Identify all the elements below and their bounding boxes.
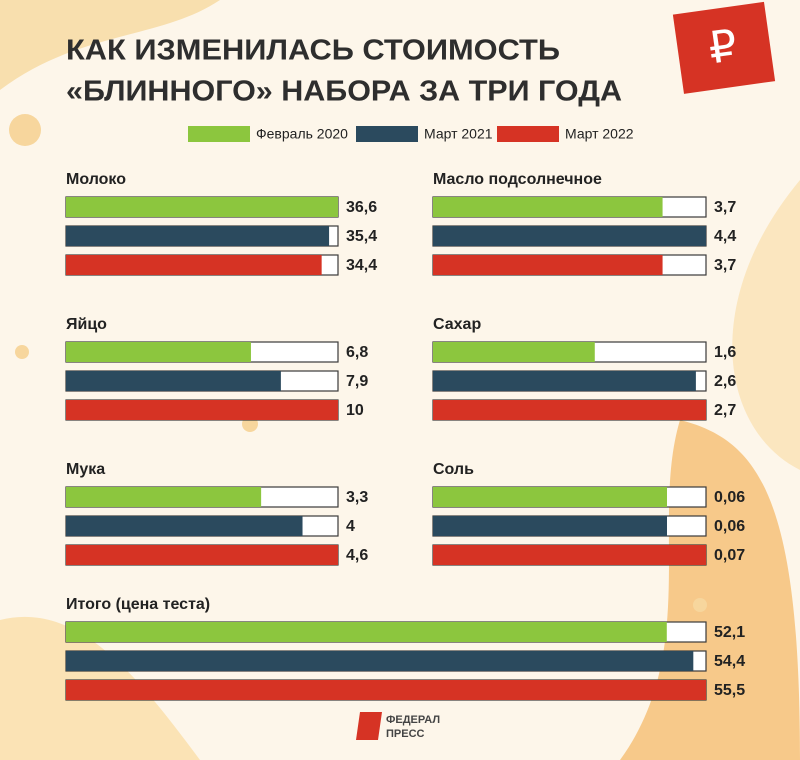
legend-swatch xyxy=(356,126,418,142)
title-line: КАК ИЗМЕНИЛАСЬ СТОИМОСТЬ xyxy=(66,35,560,67)
legend-label: Февраль 2020 xyxy=(256,126,348,142)
legend-swatch xyxy=(188,126,250,142)
value-label: 34,4 xyxy=(346,257,377,274)
ruble-sign: ₽ xyxy=(706,21,741,73)
bar xyxy=(433,545,706,565)
value-label: 36,6 xyxy=(346,199,377,216)
legend-label: Март 2021 xyxy=(424,126,493,142)
legend-label: Март 2022 xyxy=(565,126,634,142)
value-label: 0,06 xyxy=(714,518,745,535)
bar xyxy=(433,516,667,536)
bar xyxy=(66,516,303,536)
decor xyxy=(9,114,41,146)
value-label: 0,07 xyxy=(714,547,745,564)
value-label: 55,5 xyxy=(714,682,745,699)
bar xyxy=(66,255,322,275)
decor xyxy=(620,420,800,760)
bar xyxy=(66,622,667,642)
value-label: 3,7 xyxy=(714,199,736,216)
decor xyxy=(0,0,220,90)
panel-title: Мука xyxy=(66,461,105,478)
value-label: 4,4 xyxy=(714,228,736,245)
bar xyxy=(66,371,281,391)
logo-mark xyxy=(356,712,382,740)
value-label: 10 xyxy=(346,402,364,419)
bar xyxy=(66,400,338,420)
bar xyxy=(66,651,694,671)
bar xyxy=(66,487,262,507)
bar xyxy=(433,342,595,362)
value-label: 2,6 xyxy=(714,373,736,390)
decor xyxy=(693,598,707,612)
panel-title: Сахар xyxy=(433,316,481,333)
decor xyxy=(732,180,800,470)
bar xyxy=(433,197,663,217)
value-label: 6,8 xyxy=(346,344,368,361)
panel-title: Соль xyxy=(433,461,474,478)
value-label: 1,6 xyxy=(714,344,736,361)
panel-title: Итого (цена теста) xyxy=(66,596,210,613)
bar xyxy=(433,371,696,391)
value-label: 2,7 xyxy=(714,402,736,419)
value-label: 3,7 xyxy=(714,257,736,274)
badge: ₽ xyxy=(672,1,776,94)
bar xyxy=(66,680,706,700)
logo-text: ПРЕСС xyxy=(386,728,425,740)
value-label: 7,9 xyxy=(346,373,368,390)
value-label: 3,3 xyxy=(346,489,368,506)
value-label: 35,4 xyxy=(346,228,377,245)
title-line: «БЛИННОГО» НАБОРА ЗА ТРИ ГОДА xyxy=(66,76,622,108)
bar xyxy=(66,226,330,246)
badge-box xyxy=(672,1,776,94)
decor xyxy=(15,345,29,359)
bar xyxy=(66,197,338,217)
value-label: 4 xyxy=(346,518,355,535)
value-label: 52,1 xyxy=(714,624,745,641)
legend-swatch xyxy=(497,126,559,142)
logo-text: ФЕДЕРАЛ xyxy=(386,714,440,726)
bar xyxy=(433,226,706,246)
bar xyxy=(66,545,338,565)
value-label: 4,6 xyxy=(346,547,368,564)
value-label: 54,4 xyxy=(714,653,745,670)
panel-title: Масло подсолнечное xyxy=(433,171,602,188)
panel-title: Яйцо xyxy=(66,316,107,333)
panel-title: Молоко xyxy=(66,171,126,188)
bar xyxy=(433,487,667,507)
bar xyxy=(433,400,706,420)
bar xyxy=(433,255,663,275)
value-label: 0,06 xyxy=(714,489,745,506)
bar xyxy=(66,342,251,362)
